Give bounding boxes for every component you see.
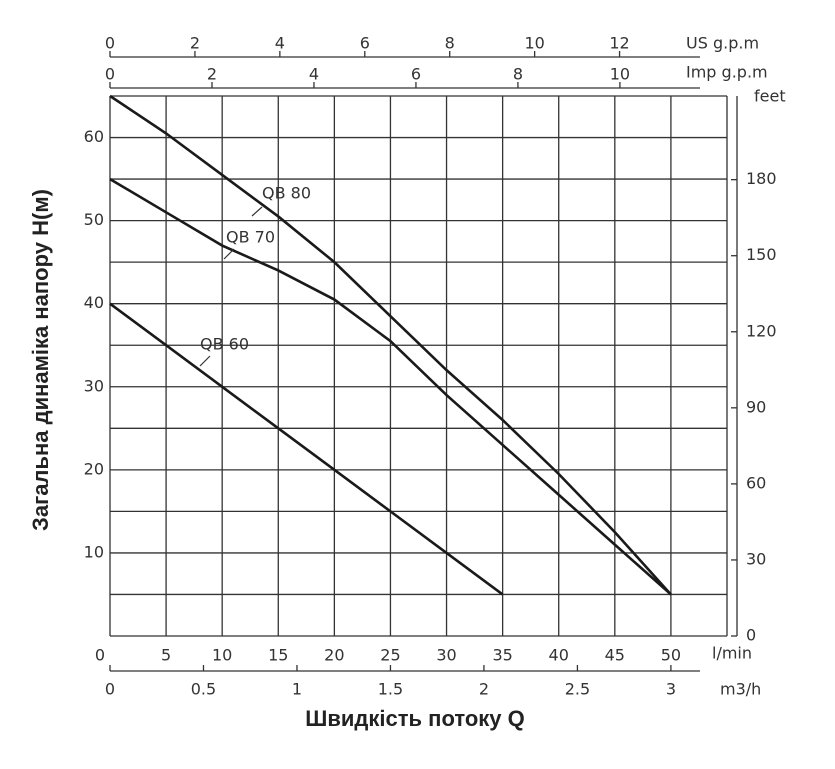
x-tick-label: 30 <box>436 646 456 665</box>
y-tick-label: 30 <box>84 376 104 395</box>
axis-unit: US g.p.m <box>686 34 759 53</box>
x-tick-label: 10 <box>212 646 232 665</box>
series-line <box>109 177 672 596</box>
x-tick-label: 8 <box>513 65 523 84</box>
y-tick-label: 60 <box>84 127 104 146</box>
series-label: QB 70 <box>226 228 275 247</box>
leader-line <box>251 206 263 217</box>
y-tick-label: 50 <box>84 210 104 229</box>
y-axis-title: Загальна динаміка напору H(м) <box>28 189 53 531</box>
x-tick-label: 6 <box>360 34 370 53</box>
x-tick-label: 10 <box>524 34 544 53</box>
series-label: QB 60 <box>200 335 249 354</box>
x-tick-label: 5 <box>161 646 171 665</box>
x-tick-label: 0 <box>95 646 105 665</box>
leader-line <box>223 248 235 260</box>
y2-tick-label: 0 <box>746 626 756 645</box>
x-tick-label: 2.5 <box>565 680 590 699</box>
axis-unit: Imp g.p.m <box>686 63 768 82</box>
x-tick-label: 0 <box>105 65 115 84</box>
x-tick-label: 0.5 <box>191 680 216 699</box>
x-tick-label: 25 <box>380 646 400 665</box>
x-tick-label: 6 <box>411 65 421 84</box>
x-tick-label: 2 <box>479 680 489 699</box>
y-tick-label: 20 <box>84 459 104 478</box>
y2-tick-label: 120 <box>746 321 777 340</box>
y-tick-label: 40 <box>84 293 104 312</box>
x-tick-label: 3 <box>666 680 676 699</box>
x-tick-label: 0 <box>105 34 115 53</box>
x-unit: l/min <box>712 644 752 663</box>
series-label: QB 80 <box>262 184 311 203</box>
x-tick-label: 2 <box>190 34 200 53</box>
x-tick-label: 0 <box>105 680 115 699</box>
axis-unit: m3/h <box>720 680 761 699</box>
y2-tick-label: 90 <box>746 397 766 416</box>
x-tick-label: 45 <box>605 646 625 665</box>
x-tick-label: 15 <box>268 646 288 665</box>
series-line <box>109 94 672 596</box>
x-tick-label: 8 <box>445 34 455 53</box>
y2-tick-label: 150 <box>746 245 777 264</box>
x-tick-label: 35 <box>492 646 512 665</box>
y2-tick-label: 60 <box>746 473 766 492</box>
y2-tick-label: 180 <box>746 169 777 188</box>
x-tick-label: 20 <box>324 646 344 665</box>
y2-unit: feet <box>754 87 786 106</box>
x-tick-label: 50 <box>661 646 681 665</box>
x-tick-label: 12 <box>609 34 629 53</box>
x-tick-label: 4 <box>275 34 285 53</box>
x-tick-label: 40 <box>549 646 569 665</box>
y-tick-label: 10 <box>84 542 104 561</box>
leader-line <box>199 355 211 367</box>
x-tick-label: 1 <box>292 680 302 699</box>
series-line <box>109 302 504 596</box>
x-tick-label: 2 <box>207 65 217 84</box>
x-tick-label: 10 <box>610 65 630 84</box>
x-tick-label: 1.5 <box>378 680 403 699</box>
y2-tick-label: 30 <box>746 549 766 568</box>
x-axis-title: Швидкість потоку Q <box>305 706 524 731</box>
x-tick-label: 4 <box>309 65 319 84</box>
